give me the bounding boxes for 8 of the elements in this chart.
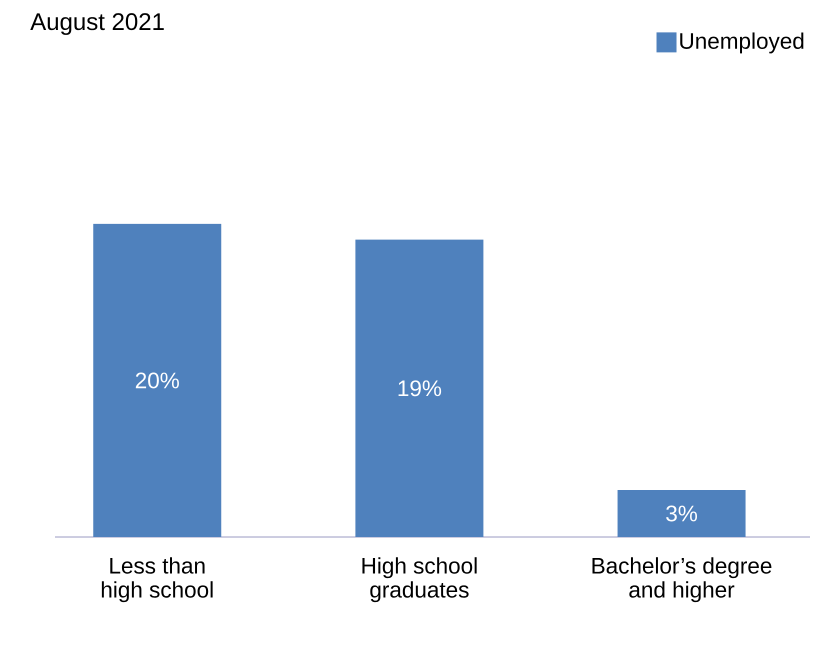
legend-label: Unemployed [680, 32, 804, 54]
data-label: 3% [666, 506, 698, 522]
x-tick-label: High school graduates [362, 557, 477, 602]
data-label: 19% [398, 380, 442, 396]
chart-title: August 2021 [30, 13, 164, 35]
x-tick-label: Less than high school [102, 557, 213, 602]
x-tick-label: Bachelor’s degree and higher [592, 557, 772, 602]
data-label: 20% [136, 372, 179, 388]
